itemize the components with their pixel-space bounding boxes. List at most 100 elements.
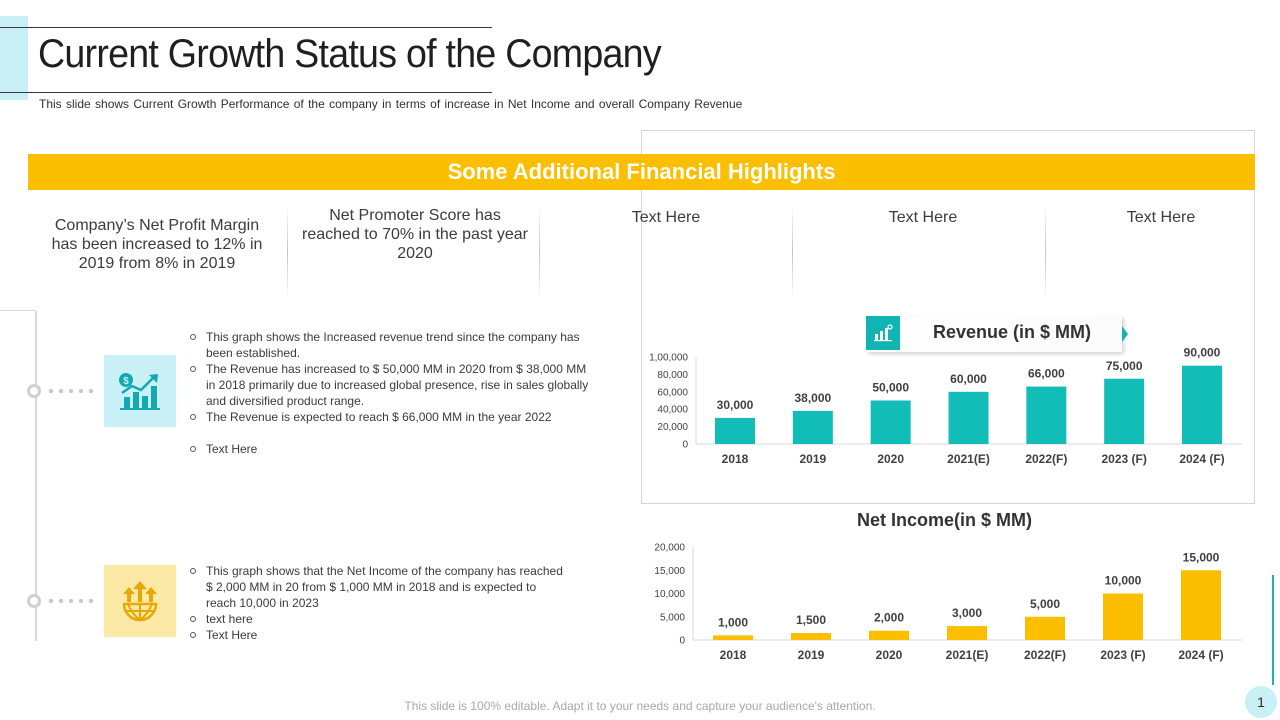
- revenue-x-tick-label: 2022(F): [1025, 452, 1067, 466]
- revenue-bar: [870, 400, 911, 444]
- net-income-y-tick-label: 5,000: [660, 612, 685, 623]
- net-income-x-tick-label: 2024 (F): [1178, 648, 1223, 662]
- timeline-node-1: [27, 384, 41, 398]
- net-income-x-tick-label: 2021(E): [946, 648, 989, 662]
- revenue-data-label: 50,000: [872, 381, 909, 395]
- revenue-y-tick-label: 20,000: [657, 422, 688, 433]
- revenue-chart-tag: Revenue (in $ MM): [866, 316, 1128, 352]
- title-accent-bar: [0, 16, 28, 100]
- highlights-banner-text: Some Additional Financial Highlights: [447, 159, 836, 184]
- title-rule-top: [0, 27, 492, 28]
- net-income-bar: [1103, 593, 1143, 640]
- net-income-section-icon-box: [104, 565, 176, 637]
- net-income-x-tick-label: 2019: [798, 648, 825, 662]
- net-income-x-tick-label: 2018: [720, 648, 747, 662]
- page-number-badge: 1: [1245, 686, 1277, 718]
- net-income-data-label: 10,000: [1105, 574, 1142, 588]
- net-income-x-tick-label: 2020: [876, 648, 903, 662]
- net-income-data-label: 15,000: [1183, 550, 1220, 564]
- revenue-x-tick-label: 2021(E): [947, 452, 990, 466]
- list-item: The Revenue is expected to reach $ 66,00…: [188, 409, 598, 425]
- net-income-y-tick-label: 10,000: [654, 589, 685, 600]
- highlight-separator: [539, 205, 540, 300]
- revenue-x-tick-label: 2024 (F): [1179, 452, 1224, 466]
- revenue-panel-frame: [641, 130, 1255, 504]
- revenue-bar: [792, 410, 833, 444]
- net-income-data-label: 1,000: [718, 615, 748, 629]
- right-accent-line: [1272, 575, 1274, 685]
- timeline-node-2: [27, 594, 41, 608]
- net-income-bar: [1181, 570, 1221, 640]
- highlight-text-2: Text Here: [888, 209, 958, 226]
- net-income-bar: [791, 633, 831, 640]
- timeline-line: [35, 311, 37, 641]
- revenue-bar: [1182, 365, 1222, 444]
- list-item: Text Here: [188, 627, 568, 643]
- net-income-data-label: 2,000: [874, 611, 904, 625]
- highlight-net-profit-margin: Company’s Net Profit Margin has been inc…: [51, 217, 263, 272]
- net-income-data-label: 3,000: [952, 606, 982, 620]
- net-income-x-tick-label: 2023 (F): [1100, 648, 1145, 662]
- net-income-data-label: 5,000: [1030, 597, 1060, 611]
- bar-chart-icon: [866, 316, 900, 350]
- revenue-y-tick-label: 40,000: [657, 405, 688, 416]
- list-item: This graph shows the Increased revenue t…: [188, 329, 598, 361]
- chevron-right-icon: [1122, 326, 1128, 342]
- net-income-bullet-list: This graph shows that the Net Income of …: [188, 563, 568, 643]
- footer-note: This slide is 100% editable. Adapt it to…: [404, 699, 876, 713]
- highlights-banner: Some Additional Financial Highlights: [28, 154, 1255, 190]
- revenue-data-label: 30,000: [717, 398, 754, 412]
- revenue-data-label: 90,000: [1184, 346, 1221, 360]
- highlight-net-promoter-score: Net Promoter Score has reached to 70% in…: [302, 207, 528, 262]
- net-income-data-label: 1,500: [796, 613, 826, 627]
- revenue-x-tick-label: 2018: [722, 452, 749, 466]
- list-item: This graph shows that the Net Income of …: [188, 563, 568, 611]
- revenue-bar: [1104, 378, 1145, 444]
- svg-text:$: $: [123, 376, 129, 387]
- revenue-x-tick-label: 2019: [799, 452, 826, 466]
- globe-arrows-up-icon: [122, 581, 158, 622]
- highlight-separator: [1045, 205, 1046, 300]
- highlight-text-3: Text Here: [1126, 209, 1196, 226]
- revenue-data-label: 38,000: [794, 391, 831, 405]
- revenue-section-icon-box: $: [104, 355, 176, 427]
- revenue-x-tick-label: 2023 (F): [1101, 452, 1146, 466]
- revenue-bar: [715, 417, 755, 444]
- highlight-separator: [792, 205, 793, 300]
- title-rule-bottom: [0, 92, 492, 93]
- page-subtitle: This slide shows Current Growth Performa…: [39, 97, 743, 111]
- revenue-tag-background: [866, 316, 1122, 352]
- net-income-bar: [1025, 616, 1065, 640]
- page-title: Current Growth Status of the Company: [38, 32, 662, 76]
- revenue-bar: [948, 391, 989, 444]
- revenue-x-tick-label: 2020: [877, 452, 904, 466]
- highlight-separator: [287, 205, 288, 300]
- revenue-y-tick-label: 80,000: [657, 370, 688, 381]
- list-item: The Revenue has increased to $ 50,000 MM…: [188, 361, 598, 409]
- revenue-data-label: 75,000: [1106, 359, 1143, 373]
- net-income-bar: [947, 626, 987, 640]
- net-income-y-tick-label: 15,000: [654, 566, 685, 577]
- revenue-y-tick-label: 60,000: [657, 387, 688, 398]
- revenue-bullet-list: This graph shows the Increased revenue t…: [188, 329, 598, 457]
- net-income-bar-chart: 0 5,000 10,000 15,000 20,000 1,000 2018 1,500 20…: [654, 543, 1242, 662]
- revenue-y-tick-label: 1,00,000: [649, 353, 688, 364]
- timeline-top-connector: [0, 310, 36, 311]
- revenue-y-tick-label: 0: [682, 440, 688, 451]
- revenue-data-label: 66,000: [1028, 367, 1065, 381]
- list-item: Text Here: [188, 441, 598, 457]
- revenue-bar-chart: 0 20,000 40,000 60,000 80,000 1,00,000 30,000 2…: [649, 346, 1242, 466]
- list-item: text here: [188, 611, 568, 627]
- net-income-chart-title: Net Income(in $ MM): [857, 510, 1033, 530]
- dollar-growth-chart-icon: $: [119, 373, 160, 410]
- net-income-bar: [869, 630, 909, 640]
- net-income-x-tick-label: 2022(F): [1024, 648, 1066, 662]
- revenue-data-label: 60,000: [950, 372, 987, 386]
- net-income-bar: [713, 635, 753, 640]
- timeline-connector-1: [46, 389, 98, 393]
- timeline-connector-2: [46, 599, 98, 603]
- revenue-bar: [1026, 386, 1067, 444]
- net-income-y-tick-label: 0: [679, 636, 685, 647]
- page-number: 1: [1257, 694, 1265, 710]
- net-income-y-tick-label: 20,000: [654, 543, 685, 554]
